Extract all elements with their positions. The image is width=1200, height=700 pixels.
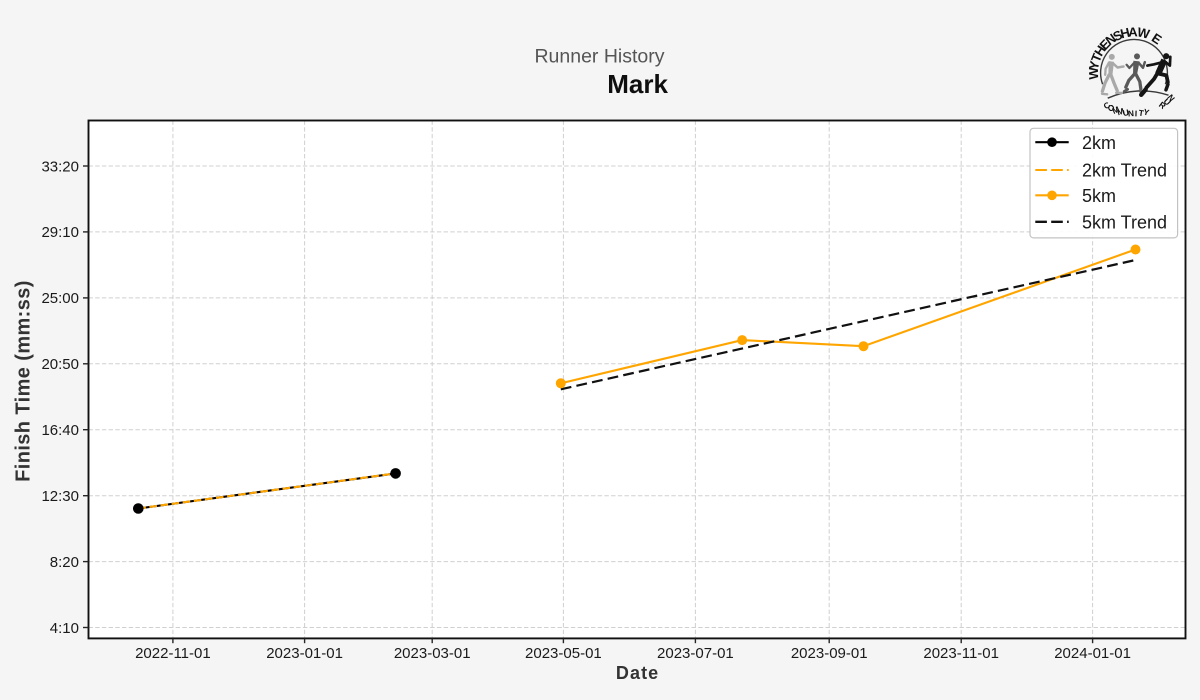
svg-text:A: A (1128, 24, 1138, 39)
svg-text:2024-01-01: 2024-01-01 (1054, 645, 1131, 662)
svg-text:5km Trend: 5km Trend (1082, 212, 1167, 232)
svg-text:2km Trend: 2km Trend (1082, 161, 1167, 181)
svg-text:T: T (1138, 108, 1145, 119)
svg-text:2023-05-01: 2023-05-01 (525, 645, 602, 662)
svg-text:I: I (1135, 108, 1138, 118)
svg-text:C: C (1101, 100, 1112, 112)
svg-text:O: O (1106, 102, 1117, 114)
svg-text:W: W (1136, 24, 1152, 42)
svg-text:2km: 2km (1082, 133, 1116, 153)
svg-text:33:20: 33:20 (41, 158, 79, 175)
svg-text:Finish Time (mm:ss): Finish Time (mm:ss) (13, 280, 35, 482)
svg-text:2023-01-01: 2023-01-01 (266, 645, 343, 662)
svg-text:M: M (1111, 104, 1121, 116)
svg-text:Y: Y (1086, 59, 1102, 71)
svg-text:W: W (1086, 66, 1101, 79)
svg-text:U: U (1162, 96, 1173, 107)
svg-text:Date: Date (616, 663, 659, 683)
svg-text:Y: Y (1142, 107, 1150, 118)
svg-text:20:50: 20:50 (41, 356, 79, 373)
svg-text:N: N (1127, 108, 1134, 118)
svg-text:Mark: Mark (607, 69, 668, 99)
svg-text:2022-11-01: 2022-11-01 (135, 645, 211, 662)
svg-text:16:40: 16:40 (41, 422, 79, 439)
svg-text:2023-11-01: 2023-11-01 (923, 645, 999, 662)
svg-text:H: H (1119, 25, 1132, 42)
svg-text:12:30: 12:30 (41, 488, 79, 505)
svg-text:25:00: 25:00 (41, 290, 79, 307)
svg-text:R: R (1157, 99, 1168, 111)
svg-text:N: N (1165, 92, 1177, 103)
svg-text:M: M (1116, 106, 1126, 118)
svg-text:U: U (1122, 107, 1130, 118)
svg-text:Runner History: Runner History (534, 46, 664, 68)
svg-text:2023-03-01: 2023-03-01 (394, 645, 471, 662)
svg-text:2023-07-01: 2023-07-01 (657, 645, 734, 662)
svg-text:2023-09-01: 2023-09-01 (791, 645, 868, 662)
svg-text:5km: 5km (1082, 186, 1116, 206)
svg-text:8:20: 8:20 (50, 554, 79, 571)
svg-text:4:10: 4:10 (50, 620, 79, 637)
svg-text:29:10: 29:10 (41, 224, 79, 241)
